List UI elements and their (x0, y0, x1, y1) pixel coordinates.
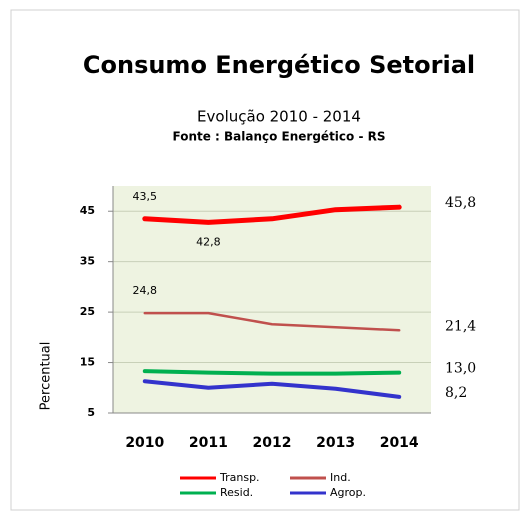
x-tick-label: 2010 (125, 435, 164, 451)
x-tick-label: 2011 (189, 435, 228, 451)
y-tick-label: 5 (87, 406, 95, 419)
series-line (142, 204, 402, 225)
series-line (142, 379, 402, 399)
x-tick-label: 2012 (253, 435, 292, 451)
chart-title: Consumo Energético Setorial (83, 51, 475, 79)
data-label: 8,2 (445, 385, 467, 401)
legend-label: Agrop. (330, 486, 366, 499)
x-tick-label: 2014 (380, 435, 419, 451)
legend-label: Transp. (219, 471, 260, 484)
chart-source: Fonte : Balanço Energético - RS (172, 130, 385, 144)
y-tick-label: 25 (80, 305, 95, 318)
y-tick-label: 45 (80, 204, 95, 217)
chart-subtitle: Evolução 2010 - 2014 (197, 108, 361, 126)
x-tick-label: 2013 (316, 435, 355, 451)
series-line (142, 369, 402, 376)
data-label: 43,5 (133, 190, 158, 203)
data-label: 13,0 (445, 361, 476, 377)
legend-label: Resid. (220, 486, 253, 499)
series-line (143, 311, 401, 332)
y-tick-label: 35 (80, 255, 95, 268)
y-tick-label: 15 (80, 356, 95, 369)
legend-label: Ind. (330, 471, 351, 484)
data-label: 24,8 (133, 284, 158, 297)
y-axis-label: Percentual (39, 342, 54, 411)
data-label: 45,8 (445, 195, 476, 211)
data-label: 42,8 (196, 235, 221, 248)
data-label: 21,4 (445, 318, 476, 334)
